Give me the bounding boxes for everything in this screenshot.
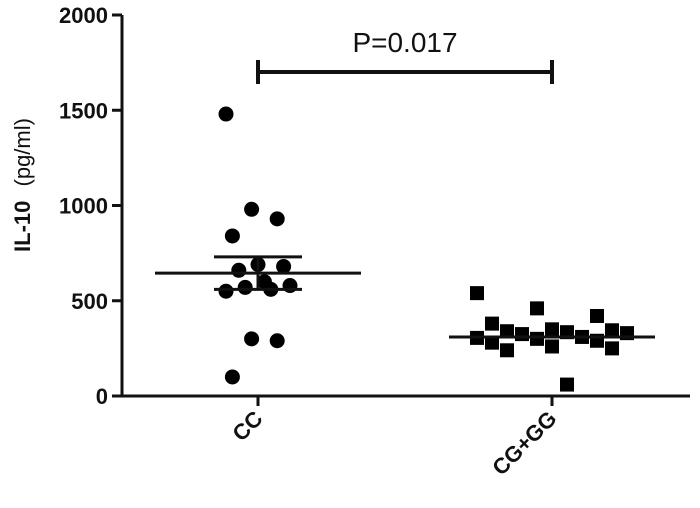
data-point-square [590, 308, 604, 323]
y-axis-title: IL-10 (pg/ml) [10, 118, 35, 252]
y-tick-label: 2000 [59, 3, 108, 28]
significance-annotation: P=0.017 [256, 27, 554, 84]
y-tick-label: 0 [96, 384, 108, 409]
p-value-label: P=0.017 [352, 27, 457, 58]
data-point-circle [224, 228, 240, 244]
svg-text:IL-10 (pg/ml): IL-10 (pg/ml) [10, 118, 35, 252]
data-point-circle [244, 331, 260, 347]
data-point-square [545, 322, 559, 337]
data-point-square [530, 301, 544, 316]
data-point-circle [244, 201, 260, 217]
data-point-square [470, 286, 484, 301]
data-point-square [605, 323, 619, 338]
data-point-circle [218, 283, 234, 299]
data-point-circle [231, 262, 247, 278]
data-point-square [545, 339, 559, 354]
y-axis-title-main: IL-10 [10, 201, 35, 252]
y-axis-title-unit: (pg/ml) [10, 118, 35, 186]
data-point-circle [276, 258, 292, 274]
data-point-circle [218, 106, 234, 122]
data-point-circle [269, 333, 285, 349]
y-tick-label: 1500 [59, 98, 108, 123]
data-point-square [605, 341, 619, 356]
data-point-square [530, 331, 544, 346]
data-point-square [500, 324, 514, 339]
data-point-square [515, 327, 529, 342]
data-points [218, 106, 634, 392]
data-point-square [485, 316, 499, 331]
data-point-square [485, 335, 499, 350]
y-ticks: 0 500 1000 1500 2000 CC CG+GG [59, 3, 561, 480]
data-point-square [560, 377, 574, 392]
y-tick-label: 1000 [59, 194, 108, 219]
data-point-circle [269, 211, 285, 227]
data-point-circle [224, 369, 240, 385]
data-point-circle [237, 279, 253, 295]
x-category-label: CG+GG [487, 406, 561, 480]
y-tick-label: 500 [71, 289, 108, 314]
data-point-square [500, 343, 514, 358]
x-category-label: CC [227, 406, 267, 446]
summary-lines [155, 255, 655, 339]
